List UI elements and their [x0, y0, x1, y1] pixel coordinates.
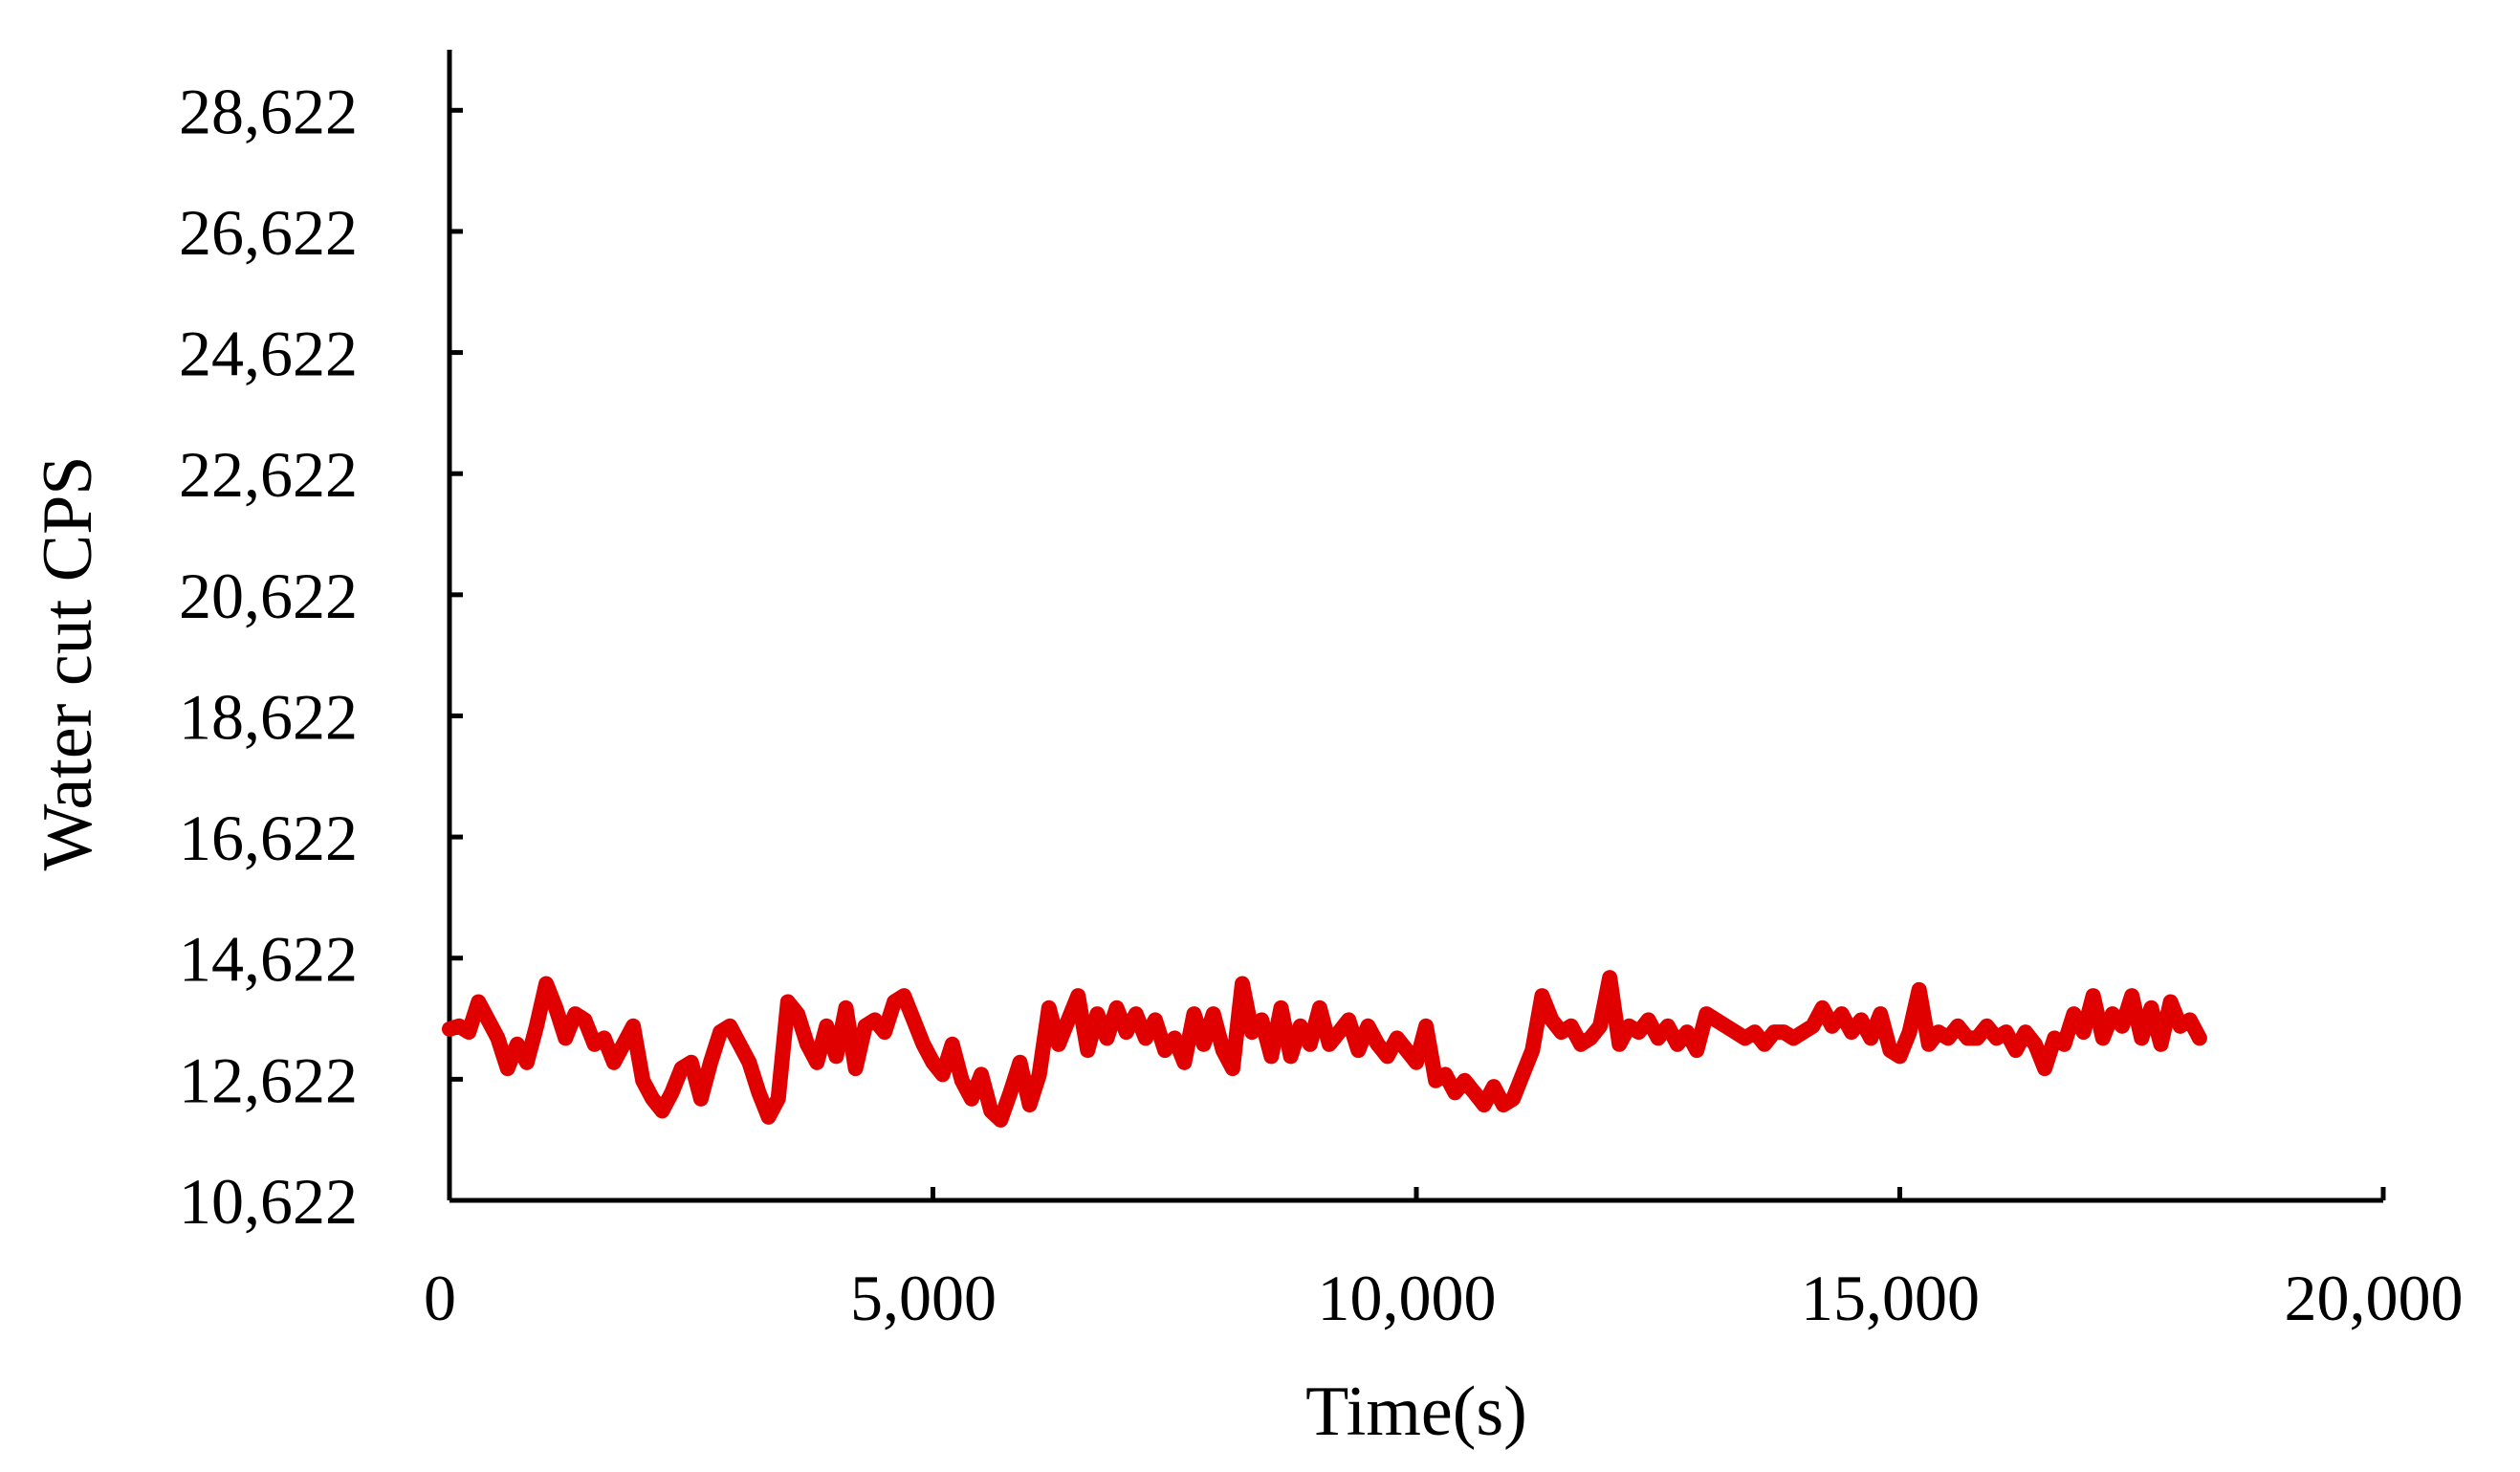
y-axis: 10,622 12,622 14,622 16,622 18,622 20,622 22,6… — [179, 50, 463, 1238]
y-tick-label: 10,622 — [179, 1165, 358, 1238]
y-tick-label: 22,622 — [179, 438, 358, 511]
y-tick-label: 24,622 — [179, 318, 358, 390]
x-tick-label: 5,000 — [850, 1262, 997, 1334]
y-tick-label: 28,622 — [179, 75, 358, 147]
y-axis-title: Water cut CPS — [29, 456, 107, 871]
y-tick-label: 14,622 — [179, 923, 358, 996]
y-tick-label: 18,622 — [179, 680, 358, 753]
y-tick-label: 16,622 — [179, 802, 358, 874]
x-tick-label: 15,000 — [1801, 1262, 1980, 1334]
series-line-1 — [442, 970, 2207, 1128]
x-tick-label: 0 — [424, 1262, 456, 1334]
y-tick-label: 20,622 — [179, 560, 358, 632]
x-axis-title: Time(s) — [1305, 1373, 1527, 1451]
x-axis: 0 5,000 10,000 15,000 20,000 — [424, 1187, 2464, 1334]
y-tick-label: 12,622 — [179, 1044, 358, 1116]
y-tick-label: 26,622 — [179, 196, 358, 269]
x-tick-label: 10,000 — [1318, 1262, 1497, 1334]
series-layer — [442, 970, 2207, 1128]
x-tick-label: 20,000 — [2285, 1262, 2464, 1334]
